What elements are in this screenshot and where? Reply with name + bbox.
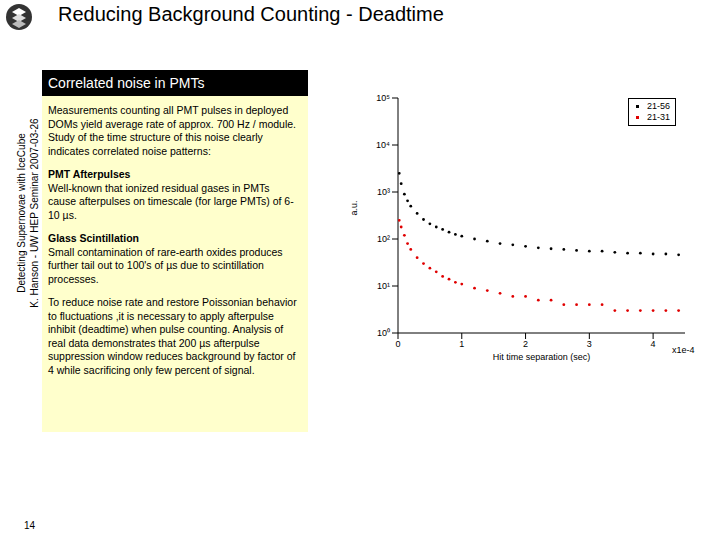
html-text:Well-known that ionized residu: Well-known that ionized residual gases i… [48, 181, 294, 221]
html-text:Detecting Supernovae with IceC: Detecting Supernovae with IceCube [16, 133, 27, 293]
html-text:Correlated noise in PMTs: Correlated noise in PMTs [48, 75, 205, 91]
svg-text:2: 2 [523, 339, 528, 349]
svg-text:10²: 10² [377, 234, 390, 244]
svg-text:10¹: 10¹ [377, 281, 390, 291]
html-text:21-31: 21-31 [647, 112, 670, 122]
svg-text:1: 1 [459, 339, 464, 349]
svg-text:0: 0 [395, 339, 400, 349]
html-text:21-56: 21-56 [647, 101, 670, 111]
svg-text:10⁴: 10⁴ [376, 140, 390, 150]
svg-text:Hit time separation (sec): Hit time separation (sec) [493, 352, 591, 362]
html-text:PMT Afterpulses: PMT Afterpulses [48, 168, 131, 180]
svg-text:4: 4 [651, 339, 656, 349]
html-text:K. Hanson - UW HEP Seminar 200: K. Hanson - UW HEP Seminar 2007-03-26 [29, 118, 40, 308]
html-text:Small contamination of rare-ea: Small contamination of rare-earth oxides… [48, 245, 283, 285]
svg-text:a.u.: a.u. [349, 200, 359, 215]
html-text:14: 14 [24, 520, 36, 531]
html-text:To reduce noise rate and resto: To reduce noise rate and restore Poisson… [48, 296, 297, 376]
html-text:x1e-4: x1e-4 [672, 345, 695, 355]
html-text:Reducing Background Counting -: Reducing Background Counting - Deadtime [58, 3, 444, 25]
svg-text:10⁵: 10⁵ [376, 93, 390, 103]
html-text:Measurements counting all PMT: Measurements counting all PMT pulses in … [48, 104, 296, 157]
html-text:Glass Scintillation: Glass Scintillation [48, 232, 139, 244]
svg-text:10³: 10³ [377, 187, 390, 197]
svg-text:3: 3 [587, 339, 592, 349]
svg-text:10⁰: 10⁰ [377, 328, 390, 338]
